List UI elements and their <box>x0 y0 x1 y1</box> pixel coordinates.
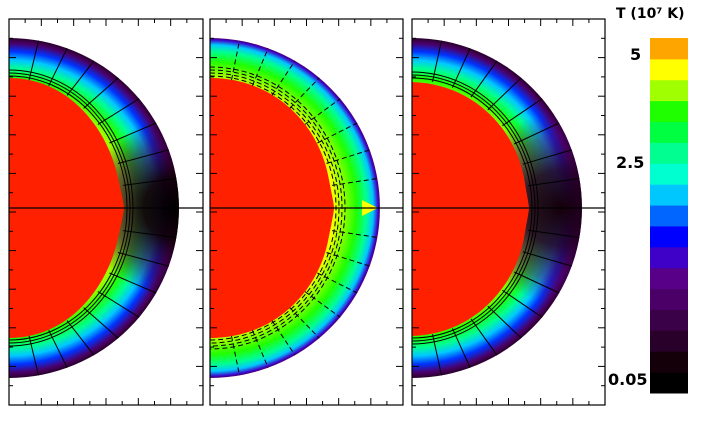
flow-line <box>432 40 442 83</box>
flow-line <box>66 320 95 356</box>
colorbar-swatch <box>650 142 688 164</box>
flow-line <box>470 318 498 356</box>
colorbar-tick-mid: 2.5 <box>616 153 644 172</box>
colorbar-tick-bottom: 0.05 <box>608 370 647 389</box>
colorbar-swatch <box>650 38 688 60</box>
flow-line <box>289 307 320 339</box>
colorbar-swatch <box>650 267 688 290</box>
flow-line <box>451 48 471 88</box>
colorbar-swatch <box>650 330 688 352</box>
flow-line <box>28 40 39 81</box>
colorbar-swatch <box>650 100 688 123</box>
colorbar: T (10⁷ K) 5 2.5 0.05 <box>608 6 688 394</box>
flow-line <box>231 335 240 376</box>
flow-line <box>251 48 269 86</box>
panel-1 <box>8 18 204 406</box>
flow-line <box>123 230 177 238</box>
panel-3 <box>411 18 606 406</box>
flow-line <box>470 60 498 98</box>
panel-1-ticks <box>9 19 203 405</box>
flow-line <box>304 98 341 125</box>
flow-line <box>251 330 269 368</box>
flow-line <box>117 252 169 267</box>
flow-line <box>28 335 39 376</box>
colorbar-swatch <box>650 184 688 206</box>
panel-2 <box>209 18 404 406</box>
panel-3-ticks <box>412 19 605 405</box>
panel-3-flow-lines <box>412 40 580 376</box>
flow-line <box>231 40 240 81</box>
colorbar-label: T (10⁷ K) <box>616 6 685 22</box>
panel-2-ticks <box>210 19 403 405</box>
flow-boundary-line <box>210 72 340 344</box>
colorbar-swatches <box>650 38 688 394</box>
flow-line <box>289 77 320 109</box>
colorbar-tick-top: 5 <box>630 45 641 64</box>
colorbar-swatch <box>650 58 688 81</box>
flow-line <box>123 178 177 186</box>
flow-line <box>66 60 95 96</box>
colorbar-swatch <box>650 225 688 248</box>
flow-line <box>48 48 68 87</box>
colorbar-swatch <box>650 372 688 394</box>
flow-line <box>271 320 296 356</box>
colorbar-swatch <box>650 205 688 227</box>
colorbar-swatch <box>650 163 688 185</box>
colorbar-swatch <box>650 121 688 143</box>
flow-line <box>117 149 169 164</box>
flow-line <box>271 60 296 96</box>
colorbar-swatch <box>650 79 688 102</box>
flow-line <box>528 229 580 238</box>
colorbar-swatch <box>650 309 688 331</box>
flow-line <box>304 291 341 318</box>
flow-line <box>432 333 442 376</box>
flow-line <box>48 329 68 368</box>
flow-line <box>451 328 471 368</box>
colorbar-swatch <box>650 351 688 373</box>
colorbar-swatch <box>650 288 688 310</box>
flow-line <box>528 178 580 187</box>
colorbar-swatch <box>650 246 688 269</box>
panel-3-core <box>412 82 529 336</box>
